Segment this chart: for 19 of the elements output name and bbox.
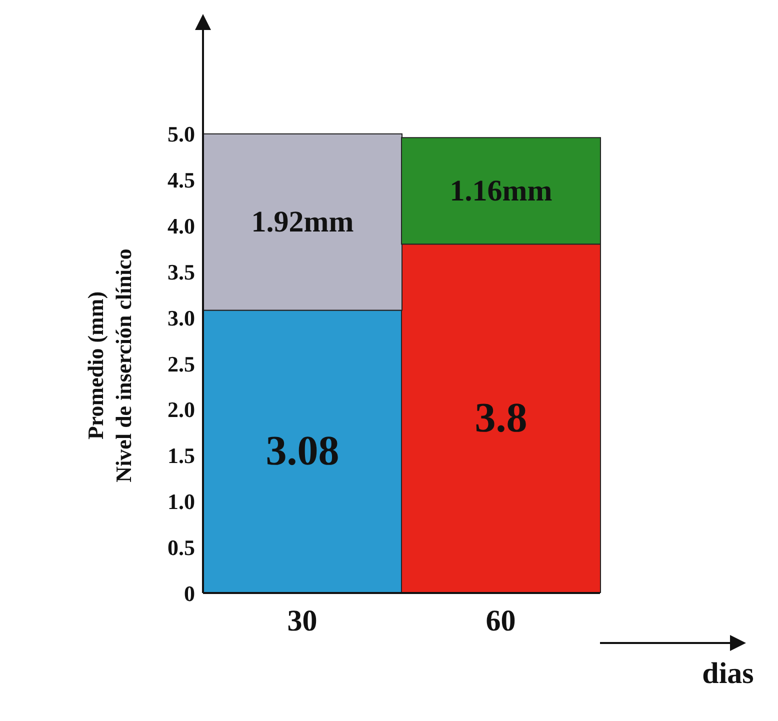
y-tick-label: 3.5 [168, 259, 195, 284]
data-label: 3.8 [474, 396, 528, 442]
x-tick-label: 60 [486, 604, 516, 638]
y-axis-title: Promedio (mm) Nivel de inserción clínico [83, 248, 136, 482]
x-axis-title: dias [702, 657, 754, 690]
y-tick-label: 4.0 [168, 214, 195, 239]
data-label: 1.92mm [251, 206, 354, 239]
y-tick-label: 0.5 [168, 534, 195, 560]
y-tick-label: 1.5 [168, 443, 195, 468]
y-tick-label: 3.0 [168, 305, 195, 330]
y-tick-label: 1.0 [168, 488, 195, 514]
y-tick-label: 2.0 [168, 397, 195, 422]
data-label: 1.16mm [450, 174, 552, 208]
y-tick-label: 2.5 [168, 351, 195, 376]
x-tick-label: 30 [287, 604, 318, 638]
y-tick-label: 5.0 [168, 122, 195, 147]
y-tick-label: 4.5 [168, 168, 195, 193]
y-tick-label: 0 [184, 580, 195, 606]
data-label: 3.08 [266, 428, 340, 475]
